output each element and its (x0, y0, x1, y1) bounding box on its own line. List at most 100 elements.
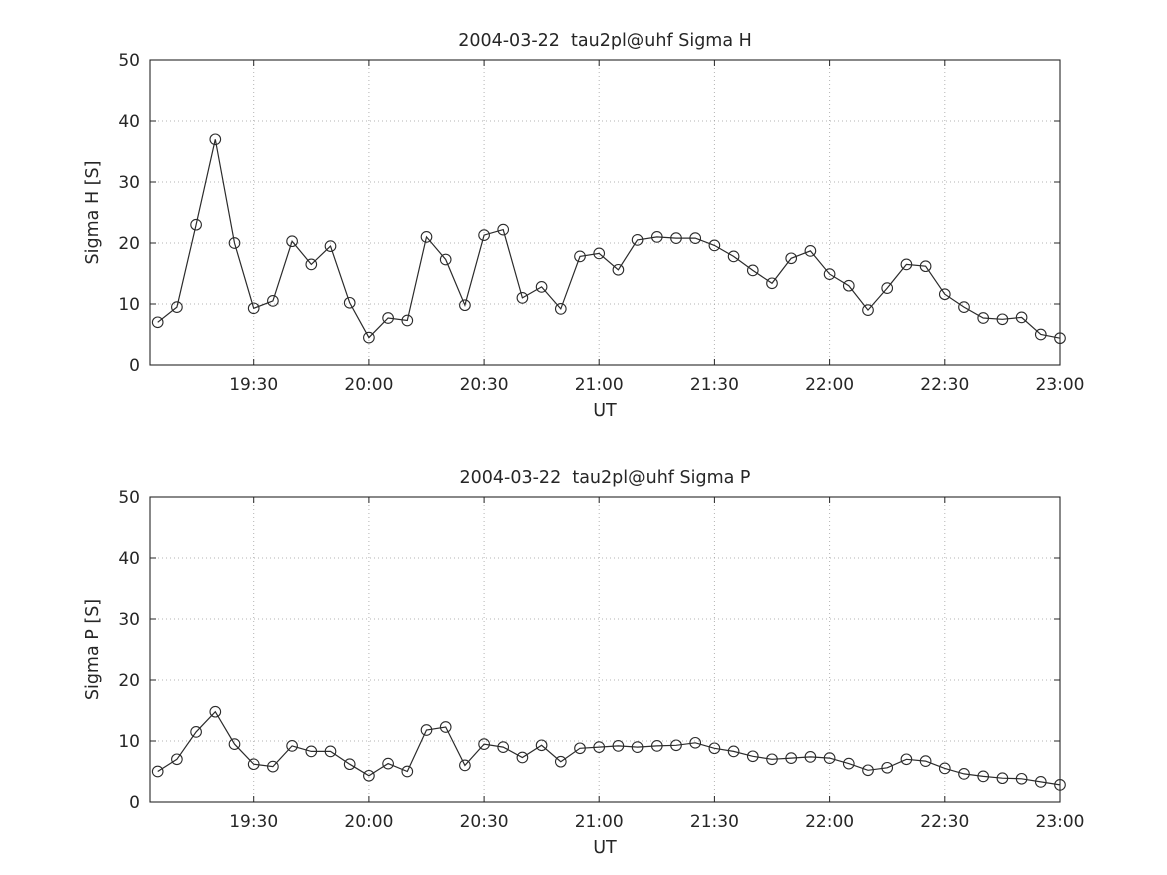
data-point-marker (554, 755, 567, 768)
x-tick-label: 19:30 (229, 375, 278, 395)
data-point-marker (746, 264, 759, 277)
y-tick-label: 20 (118, 671, 140, 691)
y-tick-label: 30 (118, 173, 140, 193)
data-point-marker (670, 739, 682, 752)
x-tick-label: 21:00 (575, 375, 624, 395)
data-point-marker (497, 741, 510, 753)
data-point-marker (574, 742, 586, 755)
y-tick-label: 50 (118, 488, 140, 508)
data-point-marker (439, 253, 452, 266)
data-point-marker (689, 736, 702, 749)
x-tick-label: 22:00 (805, 375, 854, 395)
data-point-marker (324, 240, 337, 252)
data-point-marker (382, 312, 394, 324)
data-point-marker (670, 232, 682, 244)
data-point-marker (900, 258, 913, 271)
x-tick-label: 19:30 (229, 812, 278, 832)
x-tick-label: 21:00 (575, 812, 624, 832)
data-point-marker (343, 296, 356, 309)
data-point-marker (804, 245, 817, 257)
data-point-marker (766, 753, 778, 766)
data-point-marker (420, 231, 433, 243)
data-point-marker (420, 724, 433, 736)
data-point-marker (228, 237, 241, 249)
data-point-marker (785, 252, 798, 265)
y-tick-label: 40 (118, 549, 140, 569)
chart-title: 2004-03-22 tau2pl@uhf Sigma P (460, 468, 751, 488)
data-point-marker (1054, 779, 1066, 791)
axis-box (149, 496, 1061, 803)
data-point-marker (1034, 776, 1047, 788)
data-point-marker (535, 281, 548, 293)
data-point-marker (478, 738, 490, 750)
y-tick-label: 50 (118, 51, 140, 71)
data-point-marker (842, 279, 855, 292)
x-tick-label: 23:00 (1036, 375, 1085, 395)
data-point-marker (401, 314, 414, 327)
data-point-marker (612, 740, 625, 752)
data-point-marker (612, 263, 625, 276)
data-line (157, 139, 1061, 339)
data-point-marker (228, 738, 241, 750)
data-point-marker (900, 753, 913, 766)
data-point-marker (286, 235, 298, 248)
data-point-marker (535, 739, 548, 752)
y-axis-label: Sigma P [S] (83, 599, 103, 700)
data-point-marker (459, 759, 471, 772)
data-point-marker (938, 288, 951, 301)
data-point-marker (977, 312, 990, 324)
data-point-marker (190, 726, 202, 738)
data-point-marker (650, 740, 663, 752)
data-point-marker (151, 765, 164, 778)
data-point-marker (305, 745, 318, 758)
x-tick-label: 22:00 (805, 812, 854, 832)
data-point-marker (516, 751, 529, 764)
data-point-marker (996, 313, 1009, 326)
data-point-marker (478, 229, 490, 241)
data-point-marker (785, 752, 798, 764)
x-tick-label: 22:30 (920, 812, 969, 832)
data-point-marker (554, 303, 567, 315)
data-point-marker (631, 234, 644, 246)
x-tick-label: 20:30 (460, 812, 509, 832)
x-tick-label: 21:30 (690, 812, 739, 832)
sigma-p-chart: 19:30 20:00 20:30 21:00 21:30 22:00 22:30 23:00… (83, 468, 1085, 858)
data-point-marker (1054, 332, 1066, 345)
data-point-marker (1034, 328, 1047, 341)
data-point-marker (363, 769, 375, 782)
data-point-marker (958, 768, 970, 780)
data-point-marker (593, 741, 606, 753)
data-point-marker (1015, 772, 1028, 785)
data-point-marker (842, 757, 855, 770)
data-point-marker (209, 133, 222, 146)
x-tick-label: 20:30 (460, 375, 509, 395)
data-point-marker (459, 299, 471, 312)
data-point-marker (996, 772, 1009, 785)
x-tick-label: 22:30 (920, 375, 969, 395)
y-tick-label: 0 (129, 356, 140, 376)
data-point-marker (689, 232, 702, 244)
data-point-marker (324, 745, 337, 758)
data-point-marker (267, 760, 279, 773)
data-point-marker (439, 721, 452, 733)
data-point-marker (382, 757, 394, 770)
data-point-marker (746, 750, 759, 763)
y-axis-label: Sigma H [S] (83, 161, 103, 265)
x-tick-label: 23:00 (1036, 812, 1085, 832)
data-point-marker (593, 247, 606, 260)
data-point-marker (938, 762, 951, 775)
data-point-marker (919, 755, 932, 767)
x-tick-label: 20:00 (344, 812, 393, 832)
data-point-marker (881, 282, 894, 294)
data-point-marker (862, 764, 874, 777)
y-tick-label: 40 (118, 112, 140, 132)
data-point-marker (881, 761, 894, 774)
y-tick-label: 20 (118, 234, 140, 254)
data-point-marker (708, 742, 721, 755)
data-point-marker (305, 258, 318, 271)
data-point-marker (862, 304, 874, 316)
sigma-h-chart: 19:30 20:00 20:30 21:00 21:30 22:00 22:30 23:00… (83, 31, 1085, 421)
y-tick-label: 30 (118, 610, 140, 630)
data-point-marker (823, 268, 836, 280)
